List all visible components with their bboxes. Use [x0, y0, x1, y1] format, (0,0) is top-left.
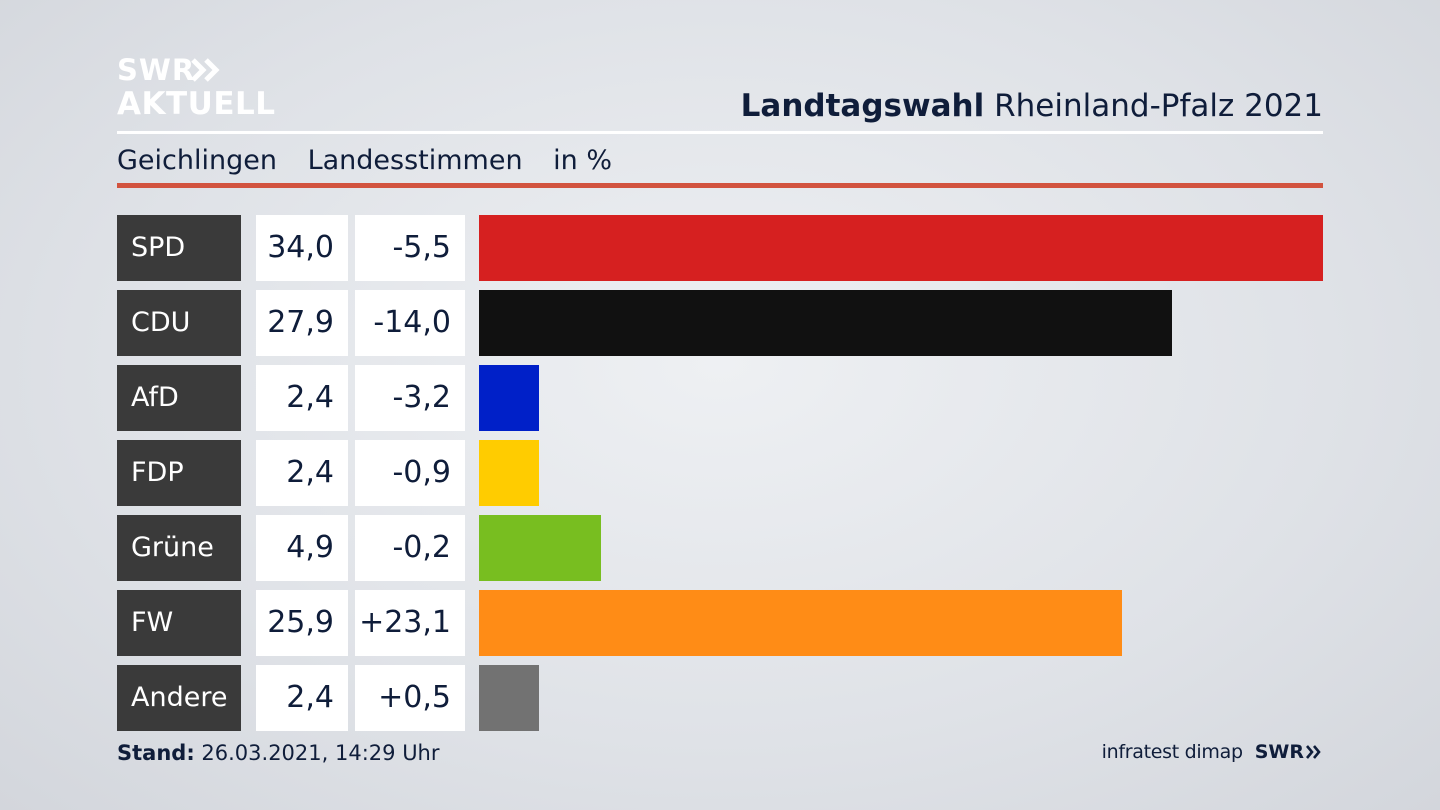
vote-share-label: 27,9 — [256, 290, 348, 356]
swr-aktuell-logo: SWR AKTUELL — [117, 54, 277, 120]
bar — [479, 215, 1323, 281]
change-label: -5,5 — [355, 215, 465, 281]
vote-share-label: 2,4 — [256, 665, 348, 731]
source-label: infratest dimap — [1101, 741, 1243, 763]
party-label: FW — [117, 590, 241, 656]
vote-share-label: 25,9 — [256, 590, 348, 656]
party-label: FDP — [117, 440, 241, 506]
subtitle-kind: Landesstimmen — [307, 145, 523, 176]
vote-share-label: 2,4 — [256, 440, 348, 506]
chart-row: SPD 34,0 -5,5 — [117, 215, 1323, 281]
party-label: CDU — [117, 290, 241, 356]
bar — [479, 290, 1172, 356]
vote-share-label: 34,0 — [256, 215, 348, 281]
chart-row: FW 25,9 +23,1 — [117, 590, 1323, 656]
change-label: -0,2 — [355, 515, 465, 581]
change-label: -3,2 — [355, 365, 465, 431]
change-label: +23,1 — [355, 590, 465, 656]
change-label: -14,0 — [355, 290, 465, 356]
title-rest: Rheinland-Pfalz 2021 — [994, 88, 1323, 124]
chart-row: FDP 2,4 -0,9 — [117, 440, 1323, 506]
subtitle: Geichlingen Landesstimmen in % — [117, 145, 634, 176]
title-bold: Landtagswahl — [740, 88, 985, 124]
vote-share-label: 4,9 — [256, 515, 348, 581]
bar — [479, 440, 539, 506]
chart-row: Andere 2,4 +0,5 — [117, 665, 1323, 731]
double-chevron-icon — [1306, 745, 1321, 759]
bar — [479, 365, 539, 431]
bar — [479, 665, 539, 731]
subtitle-divider — [117, 183, 1323, 188]
change-label: +0,5 — [355, 665, 465, 731]
title-divider — [117, 131, 1323, 134]
chart-row: CDU 27,9 -14,0 — [117, 290, 1323, 356]
logo-line1: SWR — [117, 53, 196, 87]
bar — [479, 590, 1122, 656]
party-label: Grüne — [117, 515, 241, 581]
subtitle-place: Geichlingen — [117, 145, 277, 176]
page-title: Landtagswahl Rheinland-Pfalz 2021 — [741, 88, 1323, 124]
party-label: AfD — [117, 365, 241, 431]
chart-row: Grüne 4,9 -0,2 — [117, 515, 1323, 581]
logo-line2: AKTUELL — [117, 86, 276, 122]
stand-label: Stand: — [117, 741, 195, 765]
subtitle-unit: in % — [553, 145, 613, 176]
party-label: SPD — [117, 215, 241, 281]
chart-row: AfD 2,4 -3,2 — [117, 365, 1323, 431]
brand-label: SWR — [1254, 741, 1304, 763]
source-credit: infratest dimap SWR — [1102, 741, 1323, 763]
bar — [479, 515, 601, 581]
timestamp: Stand: 26.03.2021, 14:29 Uhr — [117, 741, 440, 765]
vote-share-label: 2,4 — [256, 365, 348, 431]
double-chevron-icon — [191, 58, 220, 82]
stand-value: 26.03.2021, 14:29 Uhr — [201, 741, 440, 765]
party-label: Andere — [117, 665, 241, 731]
change-label: -0,9 — [355, 440, 465, 506]
